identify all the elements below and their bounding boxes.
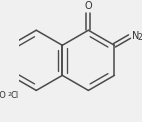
Text: O: O — [85, 1, 92, 11]
Text: SO: SO — [0, 91, 7, 100]
Text: N: N — [132, 31, 139, 41]
Text: 2: 2 — [7, 92, 12, 97]
Text: 2: 2 — [137, 33, 142, 42]
Text: Cl: Cl — [10, 91, 18, 100]
